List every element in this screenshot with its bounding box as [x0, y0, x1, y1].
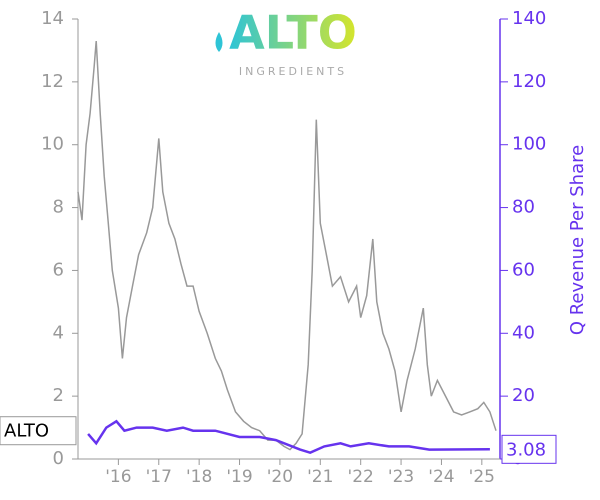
x-tick-label: '19 — [226, 467, 252, 487]
x-tick-label: '18 — [186, 467, 212, 487]
y2-tick-label: 140 — [512, 8, 546, 29]
y-tick-label: 10 — [41, 134, 64, 155]
x-tick-label: '20 — [267, 467, 293, 487]
name-box — [0, 416, 77, 446]
x-tick-label: '16 — [105, 467, 131, 487]
series-line — [87, 419, 490, 455]
value-box — [501, 434, 557, 464]
series-name: ALTO — [4, 421, 49, 442]
y-tick-label: 6 — [53, 259, 64, 280]
y-tick-label: 0 — [53, 448, 64, 469]
y2-tick-label: 60 — [512, 259, 535, 280]
y2-tick-label: 80 — [512, 197, 535, 218]
y2-axis-label: Q Revenue Per Share — [567, 145, 588, 335]
series-line — [77, 40, 497, 451]
y-tick-label: 14 — [41, 8, 64, 29]
y-tick-label: 12 — [41, 71, 64, 92]
y2-tick-label: 20 — [512, 385, 535, 406]
logo-text: ALTO — [229, 6, 357, 60]
x-tick-label: '23 — [388, 467, 414, 487]
last-value-label: 3.08 — [506, 439, 546, 460]
x-tick-label: '25 — [469, 467, 495, 487]
x-tick-label: '24 — [428, 467, 454, 487]
y2-tick-label: 100 — [512, 134, 546, 155]
y-tick-label: 8 — [53, 197, 64, 218]
logo-subtext: INGREDIENTS — [239, 65, 347, 78]
y-tick-label: 4 — [53, 322, 64, 343]
x-tick-label: '21 — [307, 467, 333, 487]
logo-drop — [215, 32, 223, 52]
y2-tick-label: 40 — [512, 322, 535, 343]
x-tick-label: '22 — [348, 467, 374, 487]
x-tick-label: '17 — [146, 467, 172, 487]
y-tick-label: 2 — [53, 385, 64, 406]
y2-tick-label: 120 — [512, 71, 546, 92]
